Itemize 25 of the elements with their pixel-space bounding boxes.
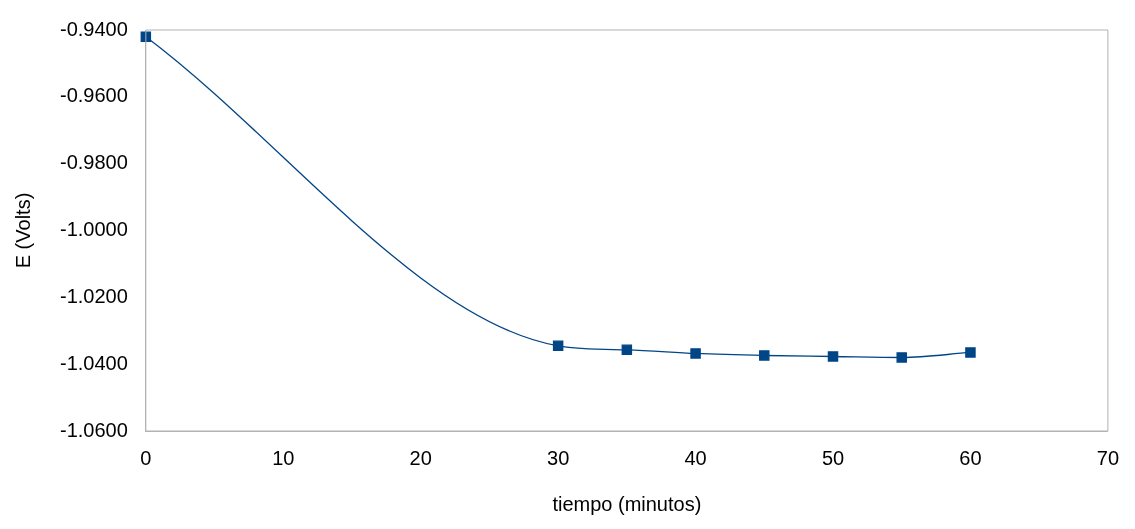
y-tick-label: -0.9800 [59,151,128,174]
y-tick-label: -0.9600 [59,84,128,107]
x-tick-label: 10 [272,446,295,469]
y-tick-label: -1.0600 [59,418,128,441]
x-tick-label: 50 [821,446,845,469]
x-tick-label: 20 [409,446,432,469]
y-axis-title: E (Volts) [11,192,34,269]
x-tick-label: 40 [684,446,707,469]
point [690,348,701,359]
point [827,351,839,362]
point [140,31,152,42]
y-tick-label: -1.0200 [59,284,128,307]
x-tick-label: 0 [140,446,152,469]
x-axis-title: tiempo (minutos) [552,492,702,515]
x-tick-label: 70 [1096,446,1119,469]
y-tick-label: -1.0400 [59,351,128,374]
point [759,350,770,361]
point [621,344,633,356]
point [896,352,907,363]
point [552,340,564,352]
x-tick-label: 30 [547,446,570,469]
x-tick-label: 60 [959,446,982,469]
y-tick-label: -0.9400 [59,17,128,40]
y-tick-label: -1.0000 [59,218,128,241]
point [965,347,976,358]
